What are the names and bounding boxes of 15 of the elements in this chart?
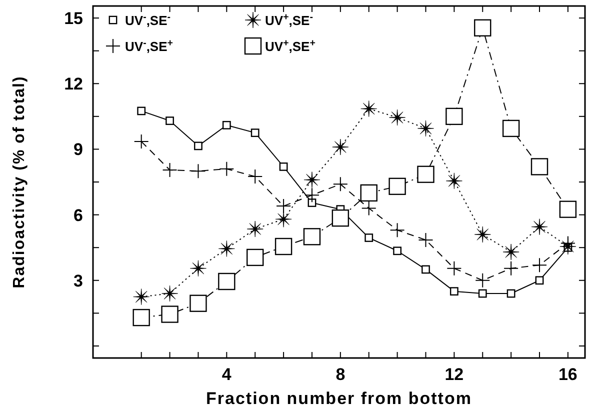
- legend-label: UV$^{+}$,SE$^{-}$: [265, 12, 313, 28]
- x-tick-label: 8: [336, 365, 346, 384]
- legend-label: UV$^{-}$,SE$^{-}$: [125, 12, 171, 28]
- legend-label: UV$^{+}$,SE$^{+}$: [265, 38, 316, 54]
- y-tick-label: 9: [74, 140, 83, 160]
- x-tick-label: 12: [444, 365, 464, 384]
- y-axis-title: Radioactivity (% of total): [11, 76, 28, 288]
- y-tick-label: 12: [64, 74, 83, 94]
- legend-label: UV$^{-}$,SE$^{+}$: [125, 38, 174, 54]
- x-axis-title: Fraction number from bottom: [206, 389, 472, 408]
- y-tick-label: 15: [64, 9, 83, 28]
- x-tick-label: 4: [222, 365, 232, 384]
- y-tick-label: 3: [74, 271, 83, 290]
- y-tick-label: 6: [74, 206, 83, 225]
- x-tick-label: 16: [558, 365, 578, 384]
